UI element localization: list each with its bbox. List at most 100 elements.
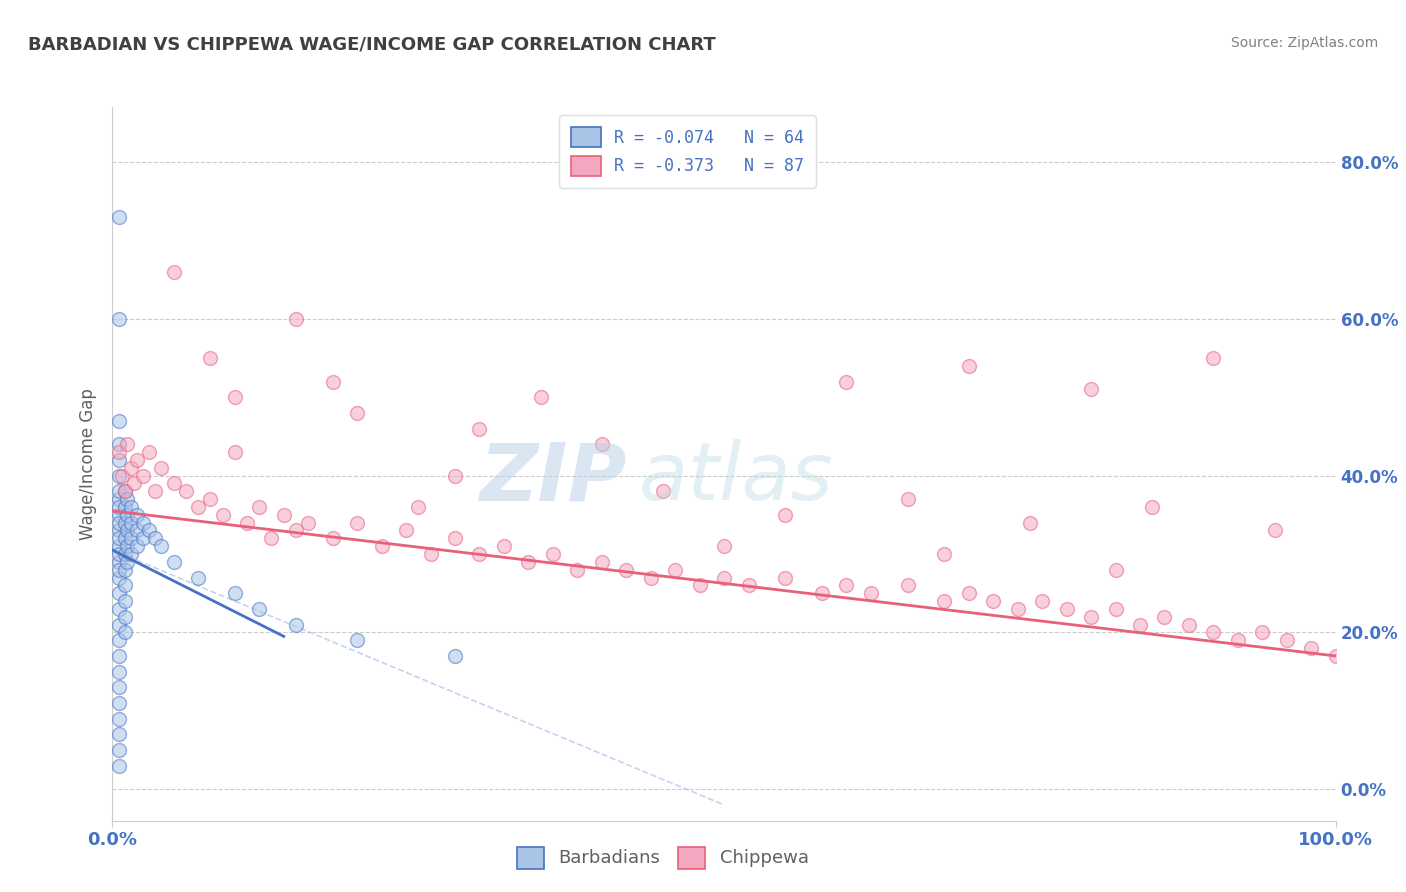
Point xyxy=(107,633,129,648)
Point xyxy=(132,532,155,546)
Point xyxy=(150,539,173,553)
Point xyxy=(107,524,129,538)
Point xyxy=(346,516,368,530)
Point xyxy=(529,390,551,404)
Point xyxy=(107,539,129,553)
Point xyxy=(163,555,186,569)
Text: BARBADIAN VS CHIPPEWA WAGE/INCOME GAP CORRELATION CHART: BARBADIAN VS CHIPPEWA WAGE/INCOME GAP CO… xyxy=(28,36,716,54)
Point xyxy=(107,547,129,561)
Point xyxy=(114,563,136,577)
Point xyxy=(444,468,467,483)
Point xyxy=(957,359,980,373)
Point xyxy=(138,445,160,459)
Point xyxy=(713,570,735,584)
Point xyxy=(107,712,129,726)
Point xyxy=(346,633,368,648)
Point xyxy=(132,516,155,530)
Point xyxy=(1202,351,1225,365)
Point xyxy=(1251,625,1274,640)
Point xyxy=(775,570,797,584)
Point xyxy=(114,578,136,592)
Point xyxy=(737,578,759,592)
Point xyxy=(107,602,129,616)
Point xyxy=(859,586,882,600)
Point xyxy=(297,516,319,530)
Point xyxy=(541,547,564,561)
Point xyxy=(107,500,129,514)
Point xyxy=(107,414,129,428)
Point xyxy=(138,524,160,538)
Y-axis label: Wage/Income Gap: Wage/Income Gap xyxy=(79,388,97,540)
Point xyxy=(1264,524,1286,538)
Point xyxy=(419,547,441,561)
Point xyxy=(150,460,173,475)
Point xyxy=(322,375,344,389)
Point xyxy=(444,532,467,546)
Point xyxy=(107,468,129,483)
Point xyxy=(591,437,613,451)
Point xyxy=(284,311,308,326)
Point xyxy=(107,665,129,679)
Point xyxy=(640,570,662,584)
Point xyxy=(1031,594,1053,608)
Text: Source: ZipAtlas.com: Source: ZipAtlas.com xyxy=(1230,36,1378,50)
Point xyxy=(107,445,129,459)
Point xyxy=(107,437,129,451)
Point xyxy=(835,375,858,389)
Point xyxy=(107,586,129,600)
Point xyxy=(273,508,295,522)
Point xyxy=(107,492,129,507)
Point xyxy=(107,311,129,326)
Point xyxy=(1202,625,1225,640)
Point xyxy=(107,743,129,757)
Point xyxy=(107,570,129,584)
Point xyxy=(125,539,148,553)
Point xyxy=(114,609,136,624)
Point xyxy=(224,586,246,600)
Point xyxy=(1226,633,1249,648)
Point xyxy=(114,594,136,608)
Point xyxy=(689,578,711,592)
Point xyxy=(115,492,138,507)
Point xyxy=(187,570,209,584)
Point xyxy=(468,421,491,435)
Point xyxy=(1275,633,1298,648)
Point xyxy=(517,555,540,569)
Point xyxy=(125,453,148,467)
Point xyxy=(591,555,613,569)
Point xyxy=(115,508,138,522)
Point xyxy=(107,696,129,710)
Point xyxy=(468,547,491,561)
Point xyxy=(897,578,920,592)
Point xyxy=(775,508,797,522)
Point xyxy=(114,516,136,530)
Text: atlas: atlas xyxy=(638,439,834,517)
Point xyxy=(567,563,589,577)
Point xyxy=(120,547,142,561)
Point xyxy=(125,524,148,538)
Point xyxy=(132,468,155,483)
Point xyxy=(1007,602,1029,616)
Point xyxy=(114,625,136,640)
Point xyxy=(811,586,834,600)
Point xyxy=(981,594,1004,608)
Point xyxy=(120,500,142,514)
Point xyxy=(346,406,368,420)
Point xyxy=(247,602,270,616)
Point xyxy=(652,484,675,499)
Point xyxy=(395,524,418,538)
Point xyxy=(107,532,129,546)
Point xyxy=(1301,641,1323,656)
Text: ZIP: ZIP xyxy=(479,439,626,517)
Point xyxy=(107,563,129,577)
Point xyxy=(143,484,166,499)
Point xyxy=(107,727,129,741)
Point xyxy=(111,468,134,483)
Point xyxy=(934,547,956,561)
Point xyxy=(107,484,129,499)
Point xyxy=(236,516,259,530)
Point xyxy=(1080,609,1102,624)
Point xyxy=(124,476,146,491)
Point xyxy=(107,758,129,772)
Point xyxy=(224,445,246,459)
